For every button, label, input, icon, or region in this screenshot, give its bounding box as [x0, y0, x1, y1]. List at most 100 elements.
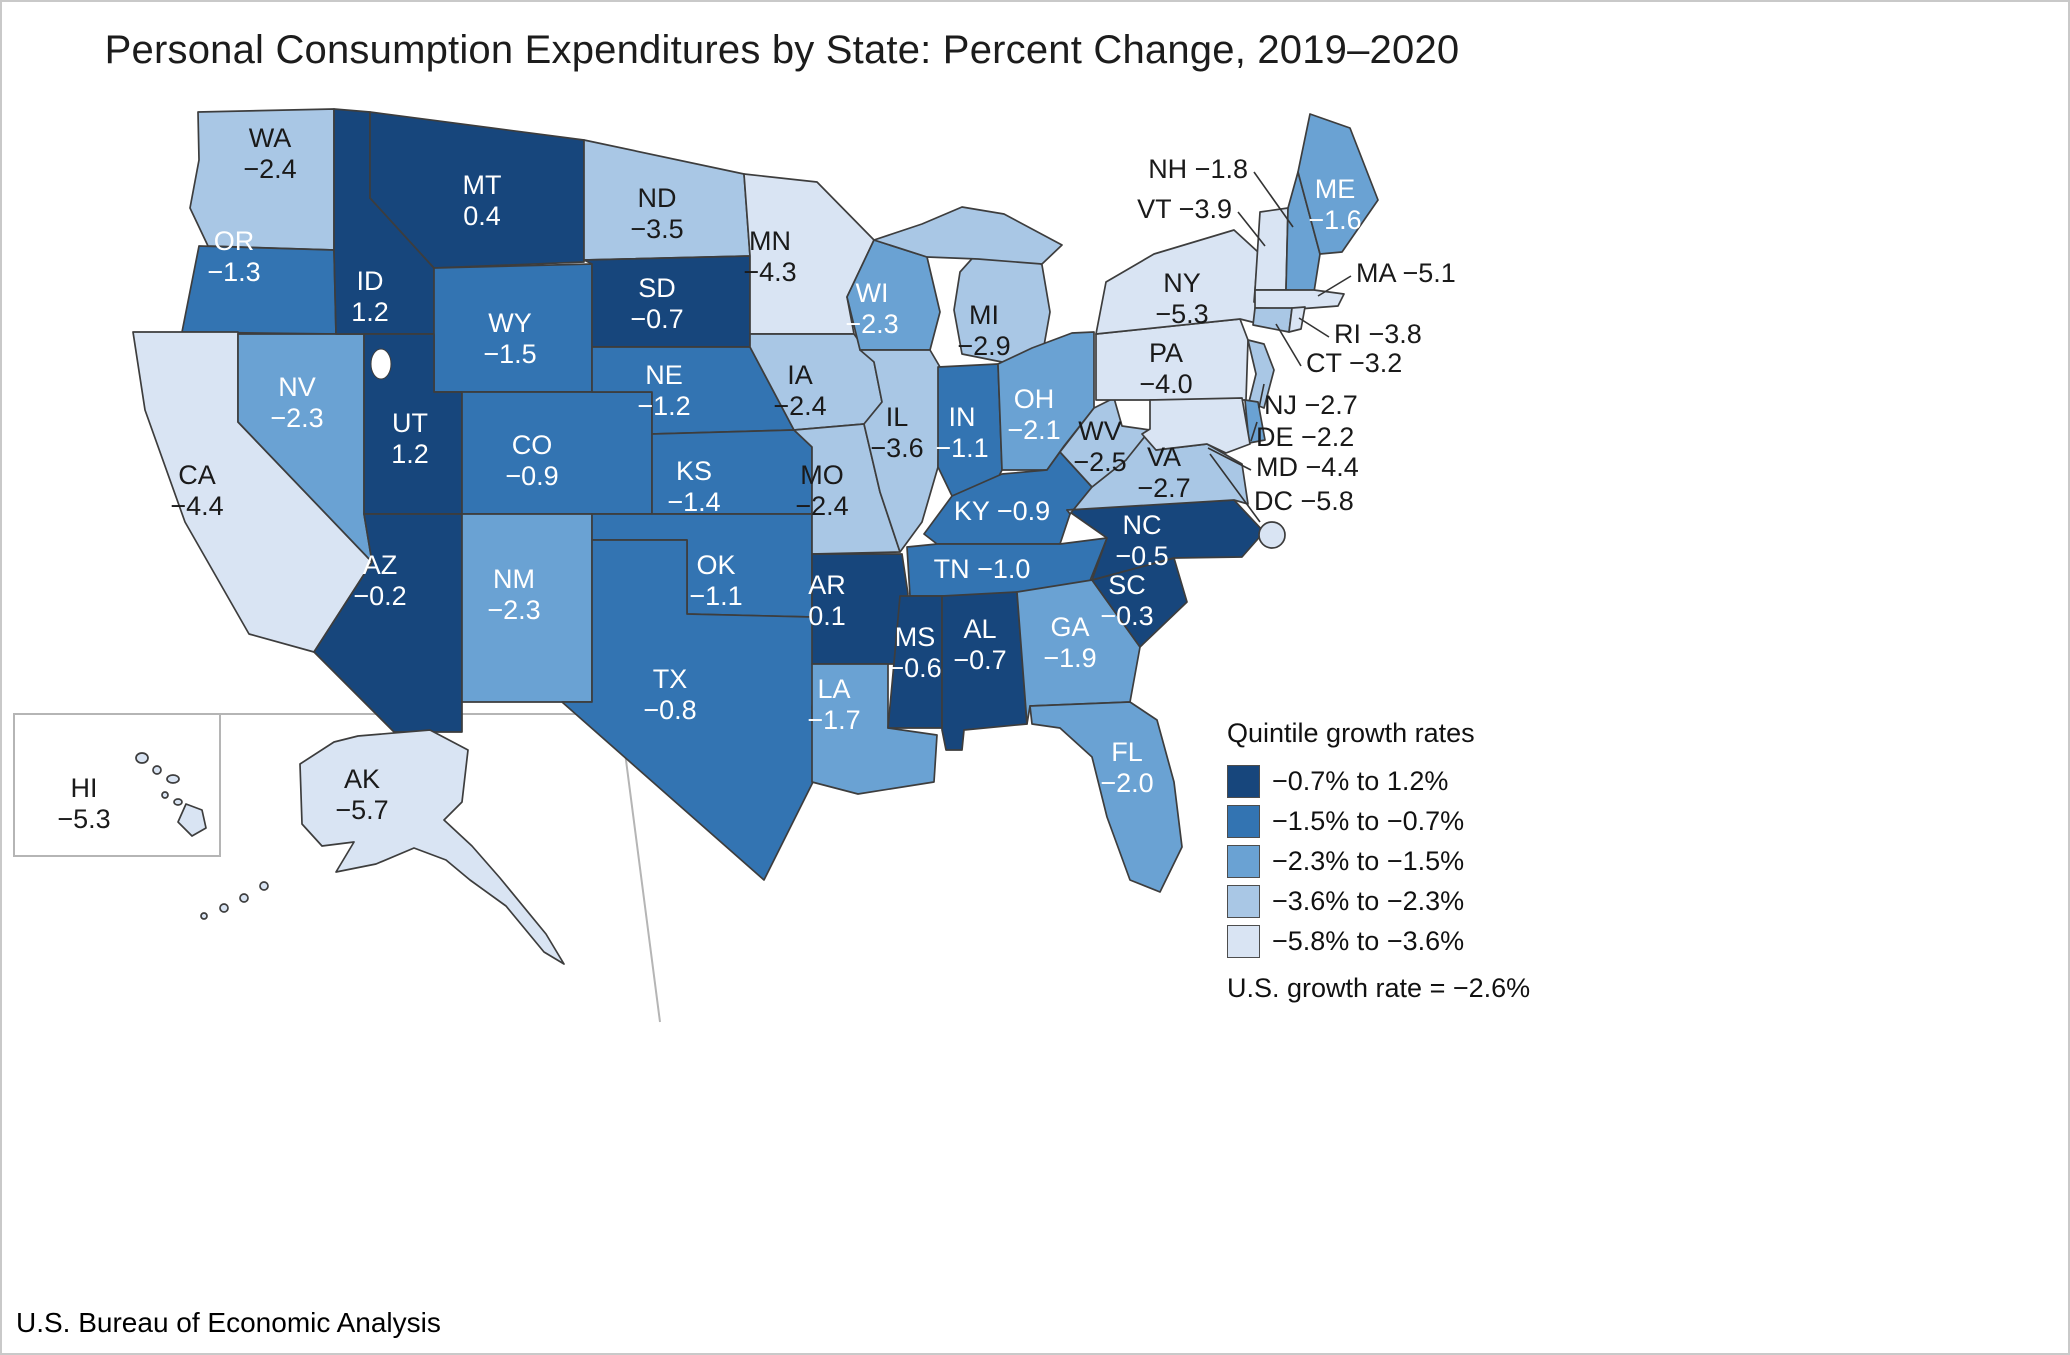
legend-label: −3.6% to −2.3% [1272, 885, 1465, 916]
state-label-FL: FL −2.0 [1100, 737, 1153, 798]
state-label-OH: OH −2.1 [1007, 384, 1060, 445]
state-shape-HI [177, 803, 207, 837]
state-label-AK: AK −5.7 [335, 764, 388, 825]
state-shape-WV [1059, 397, 1151, 488]
state-label-VA: VA −2.7 [1137, 442, 1190, 503]
island-HI [161, 791, 169, 799]
state-label-AR: AR 0.1 [808, 570, 846, 631]
island-AK [200, 912, 208, 920]
callout-label-DC: DC −5.8 [1254, 486, 1354, 516]
callout-line-DE [1250, 421, 1258, 442]
island-AK [219, 903, 229, 913]
state-label-PA: PA −4.0 [1139, 338, 1192, 399]
state-shape-MI-2 [873, 206, 1063, 265]
state-label-NM: NM −2.3 [487, 564, 540, 625]
states-layer [132, 108, 1379, 965]
legend: Quintile growth rates −0.7% to 1.2% −1.5… [1227, 718, 1530, 1004]
callouts-layer [1207, 171, 1352, 549]
state-label-AL: AL −0.7 [953, 614, 1006, 675]
callout-label-VT: VT −3.9 [1137, 194, 1232, 224]
state-label-TN: TN −1.0 [934, 554, 1031, 584]
state-label-MT: MT 0.4 [463, 170, 502, 231]
state-shape-MN [743, 173, 875, 335]
callout-label-MD: MD −4.4 [1256, 452, 1359, 482]
state-label-MO: MO −2.4 [795, 460, 848, 521]
callout-line-CT [1275, 323, 1302, 367]
state-label-IL: IL −3.6 [870, 402, 923, 463]
state-label-CA: CA −4.4 [170, 460, 223, 521]
state-label-LA: LA −1.7 [807, 674, 860, 735]
state-label-UT: UT 1.2 [391, 408, 429, 469]
legend-item: −1.5% to −0.7% [1227, 801, 1530, 841]
callout-line-VT [1237, 211, 1266, 247]
state-shape-AK [299, 729, 565, 965]
callout-line-MA [1317, 275, 1352, 297]
state-label-AZ: AZ −0.2 [353, 550, 406, 611]
legend-label: −0.7% to 1.2% [1272, 765, 1449, 796]
state-shape-CT [1252, 307, 1293, 333]
island-AK [239, 893, 249, 903]
state-label-NV: NV −2.3 [270, 372, 323, 433]
legend-title: Quintile growth rates [1227, 718, 1475, 748]
state-label-NC: NC −0.5 [1115, 510, 1168, 571]
state-label-OR: OR −1.3 [207, 226, 260, 287]
island-AK [259, 881, 269, 891]
state-label-HI: HI −5.3 [57, 773, 110, 834]
legend-item: −0.7% to 1.2% [1227, 761, 1530, 801]
state-shape-IL [859, 349, 941, 553]
state-label-NE: NE −1.2 [637, 360, 690, 421]
callout-line-DC [1209, 453, 1261, 523]
state-label-IA: IA −2.4 [773, 360, 826, 421]
hawaii-inset-box [13, 713, 221, 857]
state-label-WI: WI −2.3 [845, 278, 898, 339]
state-label-OK: OK −1.1 [689, 550, 742, 611]
state-label-KS: KS −1.4 [667, 456, 720, 517]
state-label-WA: WA −2.4 [243, 123, 296, 184]
callout-label-NJ: NJ −2.7 [1264, 390, 1358, 420]
state-label-IN: IN −1.1 [935, 402, 988, 463]
state-label-SD: SD −0.7 [630, 273, 683, 334]
state-label-WY: WY −1.5 [483, 308, 536, 369]
state-shape-NC [1066, 499, 1265, 581]
island-HI [135, 752, 149, 764]
callout-label-CT: CT −3.2 [1306, 348, 1402, 378]
legend-label: −1.5% to −0.7% [1272, 805, 1465, 836]
state-shape-MS [887, 595, 943, 729]
state-label-MN: MN −4.3 [743, 226, 796, 287]
state-shape-FL [1029, 701, 1183, 893]
state-shape-LA [811, 663, 938, 795]
great-salt-lake [370, 348, 392, 380]
legend-label: −5.8% to −3.6% [1272, 925, 1465, 956]
callout-line-MD [1207, 447, 1252, 471]
callout-label-MA: MA −5.1 [1356, 258, 1456, 288]
callout-line-NH [1253, 171, 1294, 228]
state-shape-CO [461, 391, 653, 515]
state-shape-NJ [1247, 339, 1275, 409]
state-label-GA: GA −1.9 [1043, 612, 1096, 673]
labels-layer: WA −2.4 OR −1.3 CA −4.4 NV −2.3 ID 1.2 MT 0.4 WY −1.5… [57, 123, 1455, 834]
legend-swatch [1227, 924, 1260, 958]
island-HI [152, 765, 162, 775]
state-label-SC: SC −0.3 [1100, 570, 1153, 631]
callout-label-DE: DE −2.2 [1256, 422, 1354, 452]
state-label-KY: KY −0.9 [954, 496, 1050, 526]
legend-item: −2.3% to −1.5% [1227, 841, 1530, 881]
callout-label-RI: RI −3.8 [1334, 319, 1422, 349]
legend-item: −5.8% to −3.6% [1227, 921, 1530, 961]
state-label-MI: MI −2.9 [957, 300, 1010, 361]
callout-line-NJ [1258, 383, 1265, 409]
state-shape-VT [1254, 207, 1289, 291]
callout-label-NH: NH −1.8 [1148, 154, 1248, 184]
legend-label: −2.3% to −1.5% [1272, 845, 1465, 876]
state-shape-MD [1141, 397, 1251, 454]
state-label-ND: ND −3.5 [630, 183, 683, 244]
state-label-CO: CO −0.9 [505, 430, 558, 491]
legend-swatch [1227, 764, 1260, 798]
state-label-ID: ID 1.2 [351, 266, 389, 327]
state-shape-RI [1288, 306, 1306, 333]
page-title: Personal Consumption Expenditures by Sta… [104, 28, 1460, 72]
legend-item: −3.6% to −2.3% [1227, 881, 1530, 921]
state-shape-NY [1095, 229, 1297, 335]
state-label-MS: MS −0.6 [888, 622, 941, 683]
